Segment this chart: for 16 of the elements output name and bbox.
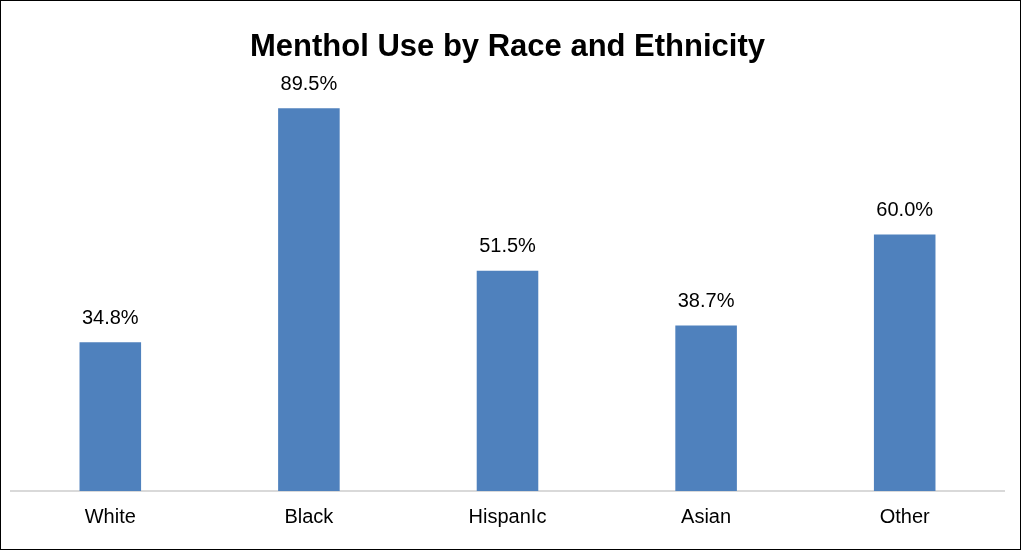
x-tick-label: Asian xyxy=(681,504,732,527)
bar xyxy=(873,234,936,491)
bar xyxy=(79,342,142,491)
data-label: 34.8% xyxy=(81,305,139,328)
bar xyxy=(476,270,539,491)
bar xyxy=(675,325,737,491)
x-tick-label: HispanIc xyxy=(468,504,547,527)
data-label: 38.7% xyxy=(677,289,735,312)
data-label: 51.5% xyxy=(479,234,537,257)
data-label: 89.5% xyxy=(280,71,338,94)
chart-title: Menthol Use by Race and Ethnicity xyxy=(249,28,766,64)
bar xyxy=(278,108,340,491)
data-label: 60.0% xyxy=(876,197,934,220)
x-tick-label: Other xyxy=(879,504,931,527)
x-tick-label: Black xyxy=(284,504,335,527)
x-tick-label: White xyxy=(84,504,136,527)
